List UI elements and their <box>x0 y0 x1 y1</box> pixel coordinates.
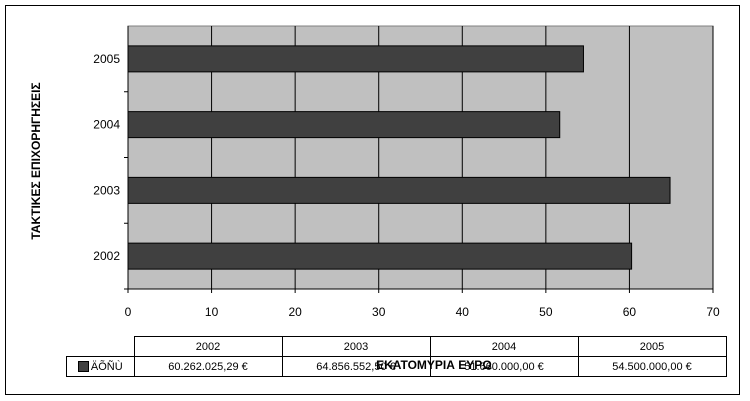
bar <box>127 242 633 270</box>
x-tick-label: 30 <box>372 305 386 319</box>
y-tick-label: 2004 <box>93 118 120 132</box>
x-tick-label: 50 <box>539 305 553 319</box>
data-table-header: 2002 <box>133 336 283 357</box>
data-table-cell: 51.660.000,00 € <box>429 356 579 377</box>
y-tick-label: 2003 <box>93 183 120 197</box>
x-tick-label: 70 <box>706 305 720 319</box>
data-table-corner <box>67 337 135 357</box>
data-table: 2002 2003 2004 2005 ÄÕÑÙ 60.262.025,29 €… <box>66 336 727 377</box>
bar <box>127 45 584 73</box>
y-axis-title: ΤΑΚΤΙΚΕΣ ΕΠΙΧΟΡΗΓΗΣΕΙΣ <box>29 82 43 240</box>
x-tick-label: 40 <box>456 305 470 319</box>
bar <box>127 176 671 204</box>
legend-label: ÄÕÑÙ <box>90 360 123 373</box>
legend-key-icon <box>77 361 89 373</box>
x-tick-label: 0 <box>125 305 132 319</box>
x-tick-label: 10 <box>205 305 219 319</box>
data-table-header-row: 2002 2003 2004 2005 <box>67 336 727 357</box>
y-tick-label: 2002 <box>93 249 120 263</box>
data-table-cell: 64.856.552,50 € <box>281 356 431 377</box>
y-tick-label: 2005 <box>93 52 120 66</box>
x-tick-label: 20 <box>288 305 302 319</box>
legend-cell: ÄÕÑÙ <box>66 356 135 377</box>
data-table-row: ÄÕÑÙ 60.262.025,29 € 64.856.552,50 € 51.… <box>66 356 727 377</box>
data-table-header: 2003 <box>281 336 431 357</box>
data-table-cell: 60.262.025,29 € <box>133 356 283 377</box>
bar-chart: 0 10 20 30 40 50 60 70 2002 2003 2004 2005 <box>93 25 720 319</box>
x-tick-label: 60 <box>623 305 637 319</box>
bar <box>127 111 561 139</box>
data-table-cell: 54.500.000,00 € <box>577 356 727 377</box>
data-table-header: 2004 <box>429 336 579 357</box>
x-axis-title: ΕΚΑΤΟΜΥΡΙΑ ΕΥΡΩ <box>376 358 492 372</box>
chart-frame: 0 10 20 30 40 50 60 70 2002 2003 2004 2005 ΤΑΚΤΙΚΕΣ… <box>5 5 740 395</box>
data-table-header: 2005 <box>577 336 727 357</box>
